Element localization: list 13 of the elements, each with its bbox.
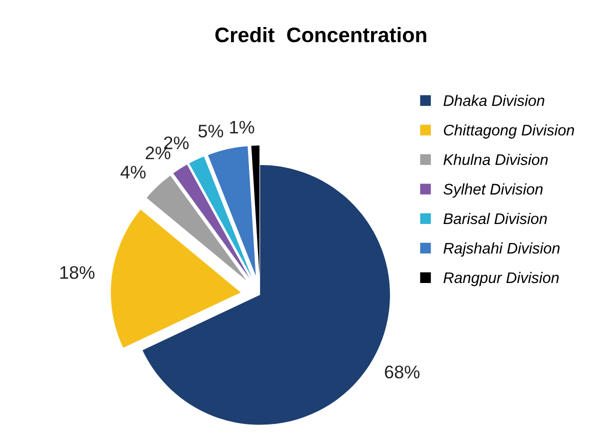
- data-label: 18%: [60, 266, 94, 279]
- legend-label: Barisal Division: [444, 212, 547, 224]
- data-label: 4%: [120, 166, 146, 178]
- data-label: 5%: [198, 124, 224, 138]
- data-label: 1%: [230, 120, 254, 134]
- legend-label: Rangpur Division: [444, 272, 559, 286]
- legend-label: Dhaka Division: [444, 94, 544, 106]
- legend-label: Sylhet Division: [444, 183, 543, 198]
- legend-label: Chittagong Division: [444, 124, 574, 139]
- legend-label: Rajshahi Division: [444, 242, 560, 257]
- legend-label: Khulna Division: [444, 154, 548, 166]
- chart-title: Credit Concentration: [215, 26, 426, 42]
- data-label: 68%: [384, 366, 420, 378]
